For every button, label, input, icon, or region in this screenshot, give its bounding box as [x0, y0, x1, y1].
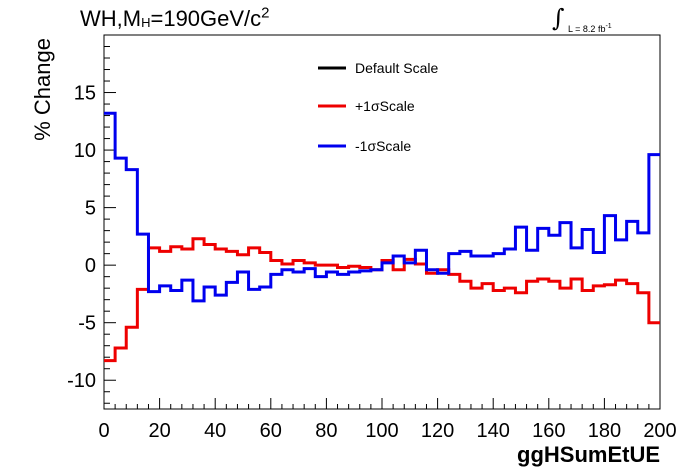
y-tick-label: -5 — [78, 313, 96, 335]
series-line-2 — [104, 111, 660, 303]
y-tick-label: 15 — [74, 83, 96, 105]
x-tick-label: 100 — [365, 420, 398, 442]
x-tick-label: 40 — [204, 420, 226, 442]
chart-title: WH,MH=190GeV/c2 — [80, 4, 270, 31]
y-axis-label: % Change — [30, 38, 55, 141]
y-tick-label: -10 — [67, 370, 96, 392]
legend-label: Default Scale — [355, 60, 438, 76]
x-axis-label: ggHSumEtUE — [517, 442, 660, 467]
y-tick-label: 5 — [85, 198, 96, 220]
legend-label: +1σScale — [355, 98, 415, 114]
integral-icon: ∫ — [552, 4, 565, 32]
y-tick-label: 0 — [85, 255, 96, 277]
x-tick-label: 140 — [477, 420, 510, 442]
series-line-1 — [104, 237, 660, 363]
x-tick-label: 180 — [588, 420, 621, 442]
x-tick-label: 80 — [315, 420, 337, 442]
plot-frame — [103, 34, 661, 410]
x-tick-label: 0 — [98, 420, 109, 442]
y-tick-label: 10 — [74, 140, 96, 162]
x-tick-label: 200 — [643, 420, 676, 442]
x-tick-label: 60 — [260, 420, 282, 442]
x-tick-label: 20 — [148, 420, 170, 442]
legend-label: -1σScale — [355, 138, 411, 154]
x-tick-label: 160 — [532, 420, 565, 442]
x-tick-label: 120 — [421, 420, 454, 442]
